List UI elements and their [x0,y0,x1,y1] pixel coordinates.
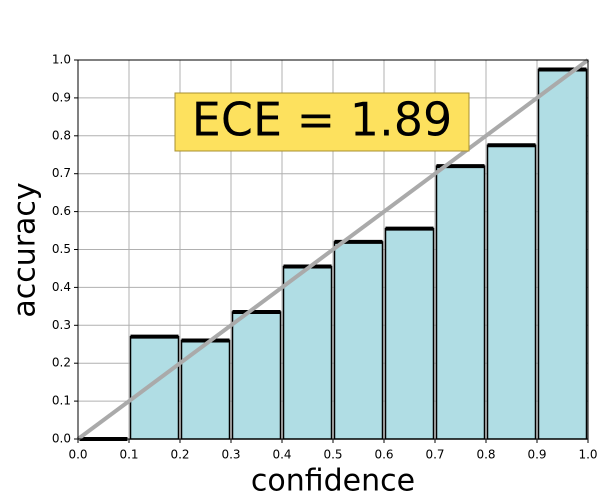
reference-diagonal [76,58,590,441]
y-axis-label: accuracy [8,182,43,317]
x-tick-label: 0.7 [425,448,444,462]
x-tick-label: 0.4 [272,448,291,462]
y-tick-label: 0.0 [52,432,71,446]
bar [129,335,180,440]
x-tick-label: 0.1 [119,448,138,462]
x-tick-label: 0.6 [374,448,393,462]
plot-frame [77,59,589,440]
x-tick-label: 0.3 [221,448,240,462]
bar [333,241,384,440]
bar [231,311,282,440]
bar [435,165,486,440]
bar [537,68,588,440]
x-tick-label: 0.9 [527,448,546,462]
y-tick-label: 0.6 [52,204,71,218]
x-tick-label: 0.2 [170,448,189,462]
x-tick-label: 1.0 [578,448,597,462]
y-tick-label: 0.2 [52,356,71,370]
x-tick-label: 0.0 [68,448,87,462]
y-tick-label: 0.8 [52,128,71,142]
y-tick-label: 0.7 [52,166,71,180]
annotation: ECE = 1.89 [192,93,452,147]
bar [486,144,537,440]
y-tick-label: 0.5 [52,242,71,256]
annotation-box [174,92,470,152]
y-tick-label: 1.0 [52,53,71,67]
y-tick-label: 0.3 [52,318,71,332]
x-axis-label: confidence [251,464,415,494]
y-tick-label: 0.9 [52,90,71,104]
bar [282,265,333,440]
x-tick-label: 0.8 [476,448,495,462]
y-tick-label: 0.1 [52,394,71,408]
x-tick-label: 0.5 [323,448,342,462]
y-tick-label: 0.4 [52,280,71,294]
bar [384,227,435,440]
